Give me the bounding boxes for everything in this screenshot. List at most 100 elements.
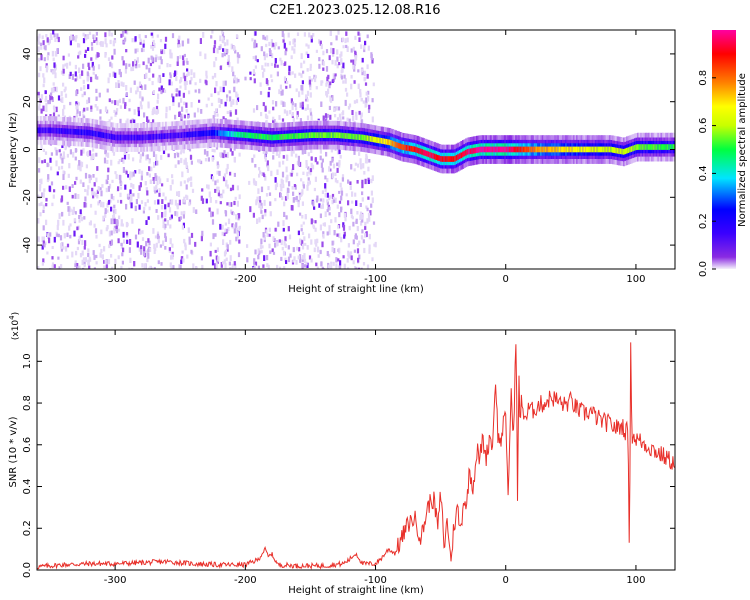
noise-cell: [97, 186, 100, 192]
ridge-cell: [655, 144, 658, 150]
noise-cell: [172, 101, 175, 106]
noise-cell: [324, 175, 327, 180]
noise-cell: [78, 265, 81, 269]
noise-cell: [231, 66, 234, 72]
noise-cell: [315, 198, 318, 203]
noise-cell: [52, 30, 55, 35]
ridge-cell: [576, 146, 579, 153]
noise-cell: [289, 84, 292, 89]
noise-cell: [131, 267, 134, 269]
noise-cell: [315, 49, 318, 53]
noise-cell: [310, 35, 313, 40]
noise-cell: [52, 82, 55, 86]
noise-cell: [216, 48, 219, 54]
noise-cell: [110, 239, 113, 246]
noise-cell: [61, 97, 64, 103]
ridge-cell: [62, 128, 65, 134]
ridge-cell: [668, 144, 671, 150]
noise-cell: [304, 264, 307, 268]
noise-cell: [170, 214, 173, 219]
ridge-cell: [321, 132, 324, 138]
x-tick-label: -200: [234, 274, 257, 285]
noise-cell: [147, 57, 150, 64]
noise-cell: [224, 228, 227, 233]
noise-cell: [81, 70, 84, 76]
ridge-cell: [426, 150, 429, 157]
noise-cell: [74, 156, 77, 161]
noise-cell: [95, 31, 98, 36]
noise-cell: [224, 80, 227, 86]
noise-cell: [146, 199, 149, 203]
noise-cell: [286, 187, 289, 193]
ridge-cell: [255, 133, 258, 139]
noise-cell: [283, 62, 286, 66]
noise-cell: [185, 162, 188, 169]
noise-cell: [199, 38, 202, 44]
noise-cell: [276, 169, 279, 175]
noise-cell: [170, 52, 173, 59]
noise-cell: [295, 153, 298, 158]
noise-cell: [301, 85, 304, 91]
ridge-cell: [593, 146, 596, 153]
ridge-cell: [197, 131, 201, 137]
ridge-cell: [144, 134, 147, 141]
noise-cell: [307, 53, 310, 58]
ridge-cell: [315, 132, 318, 138]
noise-cell: [275, 42, 278, 47]
ridge-cell: [369, 136, 372, 142]
noise-cell: [49, 232, 52, 237]
noise-cell: [126, 239, 129, 244]
ridge-cell: [437, 154, 440, 161]
noise-cell: [217, 97, 220, 103]
noise-cell: [152, 73, 155, 78]
noise-cell: [38, 33, 41, 39]
noise-cell: [365, 231, 368, 237]
noise-cell: [208, 207, 211, 212]
noise-cell: [129, 257, 132, 263]
noise-cell: [104, 208, 107, 214]
y-tick-label: 0.0: [22, 562, 33, 578]
noise-cell: [96, 40, 99, 46]
noise-cell: [254, 31, 257, 36]
noise-cell: [296, 246, 299, 251]
ridge-cell: [176, 132, 179, 139]
ridge-cell: [54, 127, 57, 134]
noise-cell: [349, 185, 352, 190]
ridge-cell: [474, 147, 477, 154]
noise-cell: [134, 234, 138, 240]
noise-cell: [181, 171, 184, 178]
noise-cell: [181, 256, 184, 261]
noise-cell: [130, 172, 133, 178]
noise-cell: [152, 107, 155, 113]
noise-cell: [164, 223, 167, 229]
ridge-cell: [379, 137, 382, 144]
noise-cell: [366, 218, 369, 224]
noise-cell: [121, 223, 124, 227]
noise-cell: [260, 250, 263, 254]
noise-cell: [367, 196, 370, 200]
noise-cell: [292, 149, 295, 154]
noise-cell: [94, 228, 98, 234]
noise-cell: [234, 263, 237, 269]
noise-cell: [348, 225, 351, 231]
noise-cell: [62, 82, 65, 87]
noise-cell: [138, 64, 141, 68]
ridge-cell: [241, 132, 244, 138]
noise-cell: [109, 61, 112, 67]
noise-cell: [128, 108, 131, 112]
noise-cell: [57, 95, 61, 101]
noise-cell: [357, 69, 360, 73]
ridge-cell: [424, 150, 427, 156]
noise-cell: [295, 107, 298, 111]
noise-cell: [74, 260, 77, 264]
noise-cell: [113, 48, 116, 55]
noise-cell: [117, 238, 120, 244]
ridge-cell: [538, 146, 541, 153]
noise-cell: [139, 38, 142, 43]
noise-cell: [260, 46, 263, 52]
noise-cell: [136, 241, 139, 248]
noise-cell: [265, 78, 268, 84]
ridge-cell: [557, 146, 560, 153]
noise-cell: [95, 254, 98, 259]
noise-cell: [120, 265, 123, 269]
